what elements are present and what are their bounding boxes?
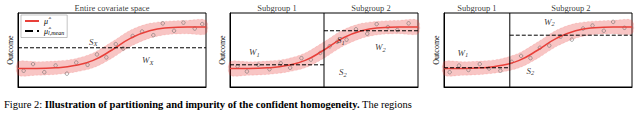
svg-text:Outcome: Outcome bbox=[218, 35, 227, 65]
svg-text:S: S bbox=[338, 67, 344, 78]
svg-text:2: 2 bbox=[531, 69, 535, 76]
svg-text:W: W bbox=[457, 48, 465, 58]
svg-text:Subgroup 2: Subgroup 2 bbox=[351, 3, 390, 13]
svg-text:1: 1 bbox=[465, 51, 468, 58]
svg-text:S: S bbox=[337, 35, 342, 46]
html-text:Figure 2: Illustration of part: Figure 2: Illustration of partitioning a… bbox=[4, 99, 412, 110]
svg-text:1: 1 bbox=[257, 51, 260, 58]
svg-text:2: 2 bbox=[551, 20, 555, 27]
svg-text:2: 2 bbox=[343, 71, 347, 78]
svg-text:X: X bbox=[92, 40, 98, 47]
svg-text:Subgroup 2: Subgroup 2 bbox=[551, 3, 590, 13]
svg-text:2: 2 bbox=[383, 46, 387, 53]
svg-text:W: W bbox=[375, 42, 383, 52]
svg-text:Subgroup 1: Subgroup 1 bbox=[257, 3, 296, 13]
svg-text:l,mean: l,mean bbox=[48, 30, 64, 36]
svg-text:W: W bbox=[249, 47, 257, 58]
svg-text:Outcome: Outcome bbox=[6, 35, 15, 65]
svg-text:W: W bbox=[543, 16, 552, 27]
svg-text:S: S bbox=[89, 36, 94, 47]
svg-text:X: X bbox=[148, 59, 154, 66]
svg-text:Outcome: Outcome bbox=[432, 35, 441, 65]
svg-text:1: 1 bbox=[342, 39, 345, 46]
svg-text:μ̂: μ̂ bbox=[43, 17, 51, 26]
svg-text:μ̂: μ̂ bbox=[44, 26, 48, 36]
svg-text:Entire covariate space: Entire covariate space bbox=[74, 3, 149, 13]
svg-text:Subgroup 1: Subgroup 1 bbox=[457, 3, 496, 13]
svg-text:S: S bbox=[526, 65, 532, 76]
svg-text:W: W bbox=[142, 55, 150, 66]
